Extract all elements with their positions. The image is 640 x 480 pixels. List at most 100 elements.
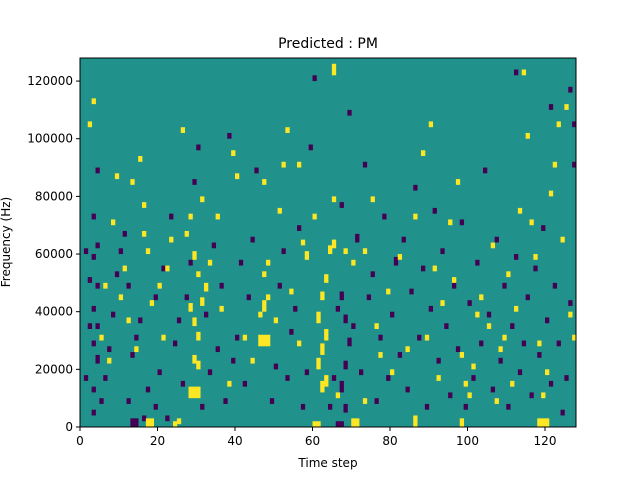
chart-title: Predicted : PM — [278, 36, 378, 52]
heatmap-cell-low — [126, 398, 131, 404]
heatmap-cell-high — [351, 259, 356, 266]
heatmap-cell-low — [219, 282, 224, 289]
heatmap-cell-high — [130, 179, 135, 185]
heatmap-cell-low — [242, 380, 248, 387]
heatmap-cell-high — [285, 127, 290, 133]
heatmap-cell-high — [548, 190, 554, 197]
heatmap-cell-low — [297, 225, 302, 231]
heatmap-cell-high — [289, 288, 294, 295]
heatmap-cell-high — [111, 219, 116, 226]
heatmap-cell-low — [467, 300, 472, 306]
heatmap-cell-low — [378, 334, 383, 341]
heatmap-cell-high — [502, 334, 507, 341]
heatmap-cell-high — [343, 248, 348, 255]
heatmap-cell-high — [196, 360, 201, 370]
heatmap-cell-low — [362, 161, 368, 168]
heatmap-cell-low — [134, 334, 139, 341]
x-tick-label: 120 — [534, 434, 557, 448]
heatmap-cell-low — [521, 340, 527, 347]
heatmap-cell-high — [188, 386, 193, 399]
heatmap-cell-high — [200, 196, 205, 203]
heatmap-cell-low — [130, 418, 135, 427]
heatmap-cell-high — [312, 421, 317, 427]
heatmap-cell-low — [417, 334, 422, 341]
heatmap-cell-high — [537, 340, 542, 347]
heatmap-cell-low — [153, 294, 158, 301]
heatmap-cell-high — [541, 392, 546, 399]
heatmap-cell-high — [390, 369, 395, 376]
heatmap-cell-high — [250, 357, 255, 364]
heatmap-cell-high — [432, 265, 437, 272]
heatmap-cell-high — [324, 274, 329, 283]
heatmap-cell-high — [192, 317, 197, 327]
heatmap-cell-low — [347, 109, 352, 116]
heatmap-cell-high — [91, 98, 96, 105]
heatmap-cell-high — [304, 251, 310, 260]
heatmap-cell-high — [320, 291, 325, 301]
heatmap-cell-low — [448, 392, 453, 399]
heatmap-cell-low — [134, 418, 139, 427]
heatmap-cell-high — [176, 418, 182, 425]
heatmap-cell-low — [145, 386, 151, 393]
heatmap-cell-low — [328, 403, 333, 410]
heatmap-cell-high — [316, 421, 321, 427]
heatmap-cell-low — [444, 323, 449, 329]
heatmap-cell-low — [401, 236, 406, 243]
heatmap-cell-low — [95, 242, 100, 249]
heatmap-cell-low — [180, 380, 186, 387]
heatmap-cell-high — [331, 196, 337, 203]
heatmap-cell-low — [355, 233, 360, 243]
heatmap-cell-low — [351, 323, 356, 329]
heatmap-cell-high — [161, 334, 166, 341]
heatmap-cell-low — [494, 236, 499, 243]
heatmap-cell-high — [281, 161, 286, 168]
heatmap-cell-high — [448, 219, 453, 226]
heatmap-cell-low — [397, 352, 403, 358]
heatmap-cell-low — [142, 415, 147, 422]
heatmap-cell-low — [289, 328, 294, 335]
heatmap-cell-low — [568, 300, 573, 306]
heatmap-cell-low — [339, 202, 344, 208]
heatmap-cell-low — [285, 375, 290, 381]
heatmap-cell-low — [107, 346, 112, 353]
heatmap-cell-high — [142, 230, 147, 237]
heatmap-cell-high — [533, 254, 538, 260]
heatmap-cell-high — [545, 369, 550, 376]
heatmap-cell-high — [196, 331, 201, 341]
heatmap-cells — [83, 63, 577, 427]
heatmap-cell-low — [335, 421, 341, 427]
heatmap-cell-high — [126, 317, 131, 324]
heatmap-cell-high — [277, 207, 282, 214]
heatmap-cell-low — [432, 207, 437, 214]
heatmap-cell-high — [506, 271, 511, 278]
x-tick-label: 100 — [456, 434, 479, 448]
y-tick-label: 20000 — [35, 362, 73, 376]
heatmap-cell-low — [235, 334, 240, 341]
heatmap-cell-low — [95, 323, 100, 329]
heatmap-cell-high — [262, 271, 267, 278]
heatmap-cell-high — [169, 236, 174, 243]
heatmap-cell-low — [300, 403, 306, 410]
heatmap-cell-high — [498, 346, 503, 353]
heatmap-cell-low — [541, 225, 546, 231]
heatmap-cell-high — [510, 380, 515, 387]
heatmap-cell-low — [196, 144, 201, 151]
heatmap-cell-low — [192, 179, 197, 185]
heatmap-cell-high — [316, 311, 321, 324]
heatmap-cell-high — [560, 236, 565, 243]
heatmap-cell-high — [219, 305, 224, 312]
heatmap-cell-low — [452, 282, 457, 289]
heatmap-cell-high — [514, 305, 519, 312]
heatmap-cell-low — [517, 369, 523, 376]
heatmap-cell-high — [331, 63, 337, 76]
heatmap-cell-high — [227, 380, 232, 387]
heatmap-cell-high — [157, 282, 162, 289]
heatmap-cell-high — [355, 418, 360, 427]
heatmap-cell-low — [308, 144, 313, 151]
heatmap-cell-low — [103, 375, 108, 381]
heatmap-cell-low — [91, 409, 96, 416]
heatmap-cell-high — [486, 323, 492, 329]
heatmap-cell-low — [471, 375, 476, 381]
heatmap-cell-high — [142, 202, 147, 208]
heatmap-cell-high — [258, 311, 263, 318]
